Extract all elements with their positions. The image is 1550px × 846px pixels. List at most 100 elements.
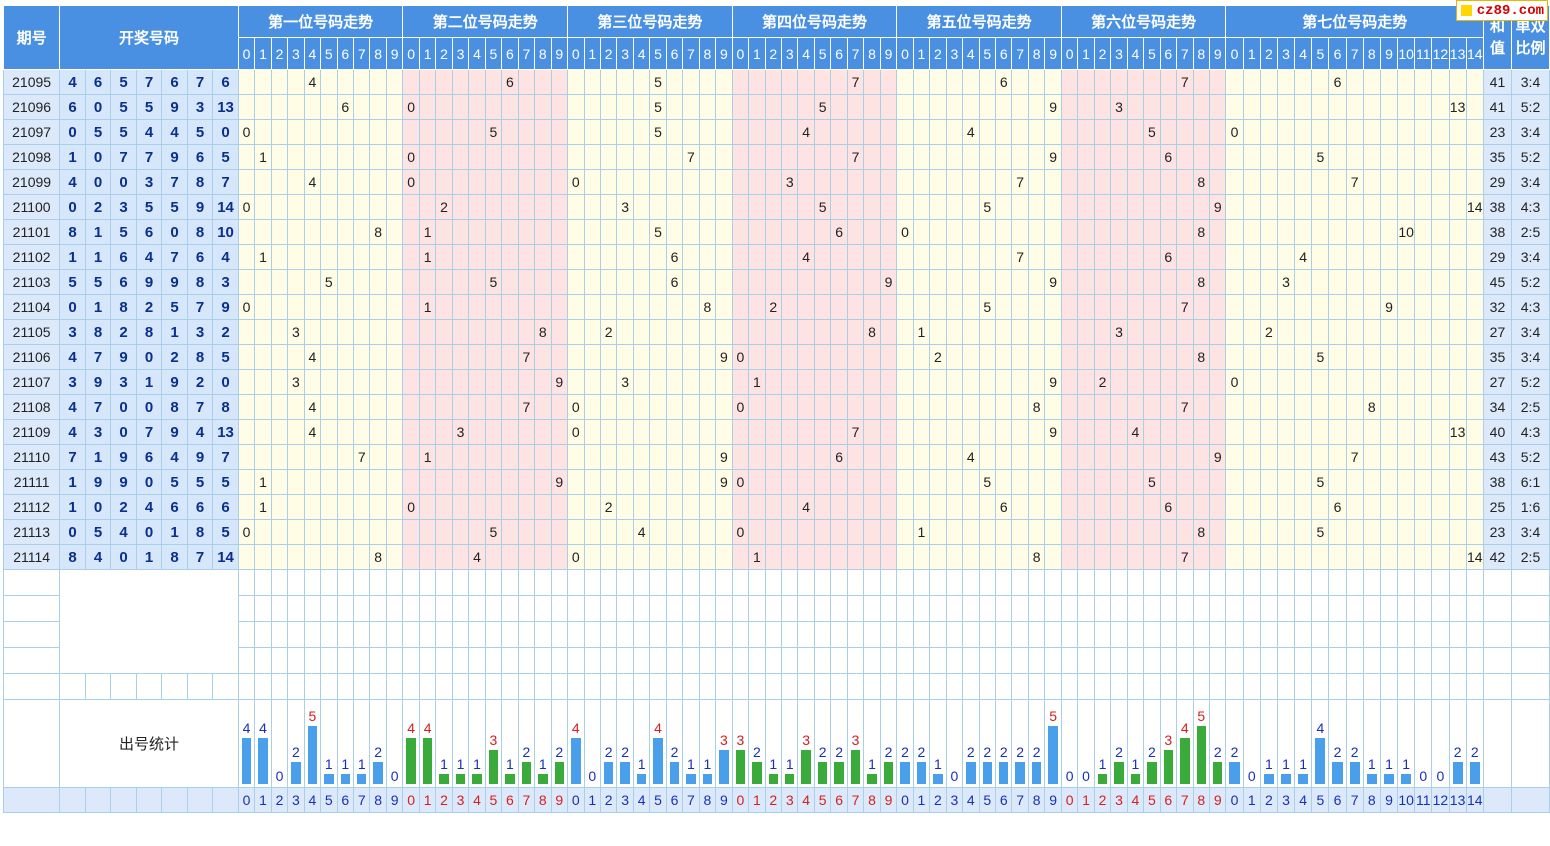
winning-number: 8 <box>59 544 86 570</box>
trend-cell <box>517 69 536 95</box>
trend-cell <box>731 294 750 320</box>
trend-cell <box>1431 244 1450 270</box>
trend-mark: 5 <box>1143 469 1161 495</box>
trend-cell <box>912 294 931 320</box>
trend-cell <box>781 344 799 370</box>
blank-cell <box>1328 647 1347 674</box>
site-logo[interactable]: cz89.com <box>1455 0 1548 21</box>
trend-mark: 0 <box>567 419 585 445</box>
blank-cell <box>1143 621 1161 648</box>
sum-cell: 29 <box>1482 244 1513 270</box>
axis-digit: 5 <box>978 787 996 813</box>
trend-cell <box>1465 344 1484 370</box>
trend-mark: 8 <box>369 219 387 245</box>
blank-cell <box>1362 569 1381 596</box>
trend-cell <box>912 269 931 295</box>
trend-cell <box>583 219 601 245</box>
winning-number: 5 <box>135 194 163 220</box>
blank-cell <box>912 595 931 622</box>
stat-count-label: 4 <box>423 720 432 736</box>
trend-cell <box>616 544 634 570</box>
trend-cell <box>748 244 766 270</box>
stat-count-label: 2 <box>1016 744 1025 760</box>
trend-cell <box>797 294 815 320</box>
blank-cell <box>978 647 996 674</box>
trend-cell <box>1027 319 1046 345</box>
header-digit: 12 <box>1431 37 1450 70</box>
blank-cell <box>1027 621 1046 648</box>
blank-cell <box>352 647 371 674</box>
trend-cell <box>1027 494 1046 520</box>
trend-cell <box>616 94 634 120</box>
trend-cell <box>962 194 980 220</box>
blank-cell <box>1379 569 1399 596</box>
trend-cell <box>1345 519 1364 545</box>
trend-cell <box>1143 494 1161 520</box>
blank-cell <box>534 647 552 674</box>
table-row: 21101 8 1 5 6 0 8 10 8 1 5 6 0 8 10 38 2:5 <box>2 219 1550 245</box>
trend-cell <box>418 119 437 145</box>
header-digit: 5 <box>1311 37 1330 70</box>
trend-cell <box>534 494 552 520</box>
winning-number: 0 <box>135 469 163 495</box>
trend-cell <box>501 194 519 220</box>
winning-number: 9 <box>161 94 188 120</box>
winning-number: 2 <box>161 344 188 370</box>
trend-cell <box>550 69 569 95</box>
trend-cell <box>781 219 799 245</box>
blank-cell <box>846 647 865 674</box>
blank-cell <box>336 647 355 674</box>
trend-cell <box>369 169 387 195</box>
winning-number: 4 <box>59 169 86 195</box>
trend-cell <box>336 419 355 445</box>
blank-cell <box>1482 699 1513 788</box>
trend-cell <box>797 269 815 295</box>
trend-cell <box>1379 269 1399 295</box>
ratio-cell: 2:5 <box>1511 394 1550 420</box>
trend-cell <box>1159 344 1178 370</box>
trend-cell <box>550 419 569 445</box>
trend-cell <box>830 94 848 120</box>
header-digit: 9 <box>879 37 898 70</box>
stat-count-label: 2 <box>292 744 300 760</box>
trend-cell <box>1225 319 1244 345</box>
blank-cell <box>1011 621 1029 648</box>
trend-cell <box>698 119 717 145</box>
trend-cell <box>846 319 865 345</box>
stat-count-label: 0 <box>1247 768 1256 784</box>
trend-cell <box>484 319 503 345</box>
trend-cell <box>879 469 898 495</box>
trend-cell <box>994 219 1013 245</box>
blank-cell <box>1511 647 1550 674</box>
trend-cell <box>517 419 536 445</box>
trend-mark: 1 <box>418 444 437 470</box>
trend-cell <box>599 444 618 470</box>
sum-cell: 40 <box>1482 419 1513 445</box>
trend-cell <box>665 194 684 220</box>
blank-cell <box>764 569 783 596</box>
winning-number: 0 <box>59 519 86 545</box>
trend-cell <box>715 219 733 245</box>
blank-cell <box>797 595 815 622</box>
header-digit: 2 <box>435 37 453 70</box>
trend-cell <box>435 544 453 570</box>
trend-cell <box>731 144 750 170</box>
winning-number: 4 <box>186 419 214 445</box>
blank-cell <box>1465 673 1484 700</box>
trend-cell <box>1208 419 1227 445</box>
trend-cell <box>352 319 371 345</box>
trend-cell <box>1110 219 1128 245</box>
blank-cell <box>599 621 618 648</box>
trend-cell <box>1208 269 1227 295</box>
blank-cell <box>303 595 322 622</box>
blank-cell <box>649 647 667 674</box>
blank-cell <box>1242 621 1261 648</box>
blank-cell <box>846 569 865 596</box>
trend-cell <box>1276 544 1296 570</box>
trend-cell <box>748 119 766 145</box>
trend-cell <box>632 219 651 245</box>
blank-cell <box>1431 647 1450 674</box>
trend-cell <box>1345 394 1364 420</box>
trend-cell <box>715 194 733 220</box>
trend-cell <box>715 169 733 195</box>
